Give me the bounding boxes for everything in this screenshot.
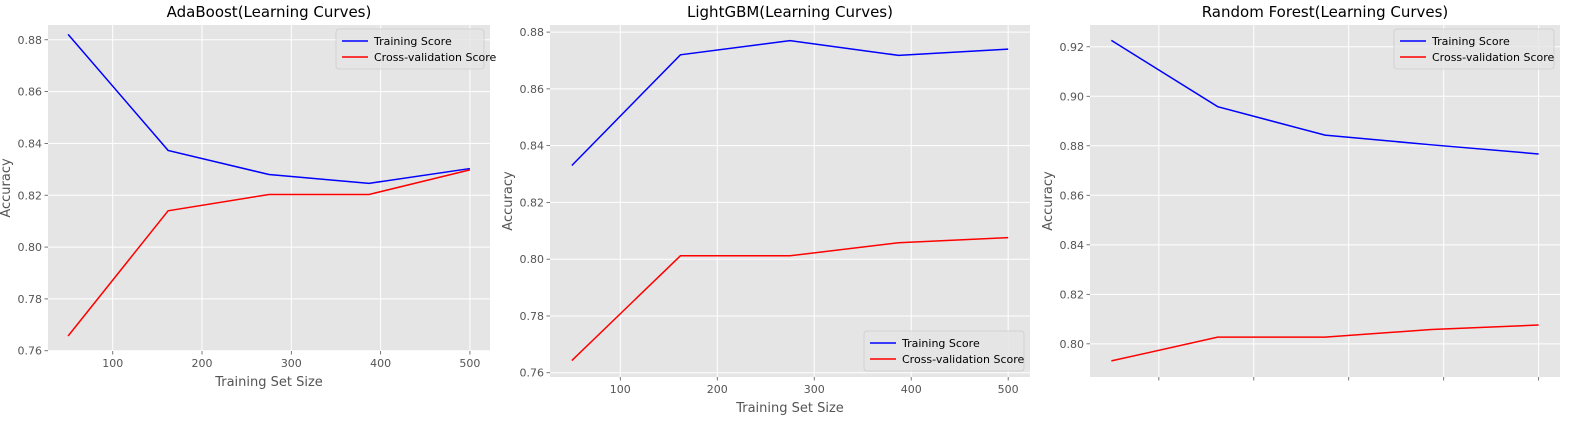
x-tick-label: 300 <box>804 383 825 396</box>
series-line-training <box>1110 39 1539 155</box>
chart-panel-1: 100 200 300 400 500 0.76 0.78 0.80 0.82 0.84 0.86 0… <box>0 3 497 390</box>
y-tick-label: 0.86 <box>520 83 545 96</box>
series-line-training <box>571 39 1009 167</box>
legend-entry: Cross-validation Score <box>902 353 1025 366</box>
x-tick-label: 300 <box>281 357 302 370</box>
x-axis-label: Training Set Size <box>735 401 844 416</box>
y-tick-label: 0.82 <box>520 196 545 209</box>
legend: Training Score Cross-validation Score <box>863 330 1025 372</box>
x-tick-label: 100 <box>610 383 631 396</box>
legend: Training Score Cross-validation Score <box>1393 28 1555 70</box>
x-tick-label: 200 <box>707 383 728 396</box>
chart-title: Random Forest(Learning Curves) <box>1202 3 1449 21</box>
legend: Training Score Cross-validation Score <box>335 28 497 70</box>
chart-title: AdaBoost(Learning Curves) <box>167 3 372 21</box>
y-axis-label: Accuracy <box>501 171 516 231</box>
y-tick-label: 0.80 <box>520 253 545 266</box>
chart-panel-3: 0.80 0.82 0.84 0.86 0.88 0.90 0.92 Random Fores… <box>1041 3 1560 381</box>
y-tick-label: 0.80 <box>1060 338 1085 351</box>
series-line-cross-validation <box>1111 324 1539 362</box>
x-tick-label: 400 <box>370 357 391 370</box>
x-tick-label: 500 <box>998 383 1019 396</box>
x-tick-label: 200 <box>192 357 213 370</box>
x-axis-label: Training Set Size <box>214 375 323 390</box>
legend-box <box>335 28 485 70</box>
x-tick-label: 400 <box>901 383 922 396</box>
y-tick-label: 0.82 <box>18 189 43 202</box>
legend-box <box>863 330 1025 372</box>
plot-background <box>550 25 1030 377</box>
legend-entry: Training Score <box>373 35 452 48</box>
y-tick-label: 0.88 <box>520 26 545 39</box>
y-tick-label: 0.88 <box>18 34 43 47</box>
series-line-cross-validation <box>67 169 471 337</box>
y-tick-label: 0.86 <box>18 86 43 99</box>
x-tick-label: 500 <box>459 357 480 370</box>
plot-background <box>1090 25 1560 377</box>
chart-panel-2: 100 200 300 400 500 0.76 0.78 0.80 0.82 0.84 0.86 0… <box>501 3 1030 416</box>
y-tick-label: 0.84 <box>520 140 545 153</box>
y-tick-label: 0.78 <box>520 310 545 323</box>
chart-title: LightGBM(Learning Curves) <box>687 3 893 21</box>
plot-background <box>48 25 490 351</box>
y-tick-label: 0.92 <box>1060 41 1085 54</box>
series-line-cross-validation <box>571 236 1009 362</box>
legend-box <box>1393 28 1555 70</box>
y-tick-label: 0.84 <box>18 137 43 150</box>
legend-entry: Cross-validation Score <box>1432 51 1555 64</box>
series-line-training <box>67 33 471 185</box>
y-tick-label: 0.76 <box>18 345 43 358</box>
y-tick-label: 0.80 <box>18 241 43 254</box>
legend-entry: Cross-validation Score <box>374 51 497 64</box>
y-tick-label: 0.86 <box>1060 189 1085 202</box>
y-tick-label: 0.82 <box>1060 288 1085 301</box>
y-tick-label: 0.90 <box>1060 90 1085 103</box>
y-tick-label: 0.88 <box>1060 140 1085 153</box>
x-tick-label: 100 <box>102 357 123 370</box>
y-tick-label: 0.78 <box>18 293 43 306</box>
y-axis-label: Accuracy <box>0 158 14 218</box>
legend-entry: Training Score <box>1431 35 1510 48</box>
y-tick-label: 0.84 <box>1060 239 1085 252</box>
legend-entry: Training Score <box>901 337 980 350</box>
y-axis-label: Accuracy <box>1041 171 1056 231</box>
y-tick-label: 0.76 <box>520 367 545 380</box>
